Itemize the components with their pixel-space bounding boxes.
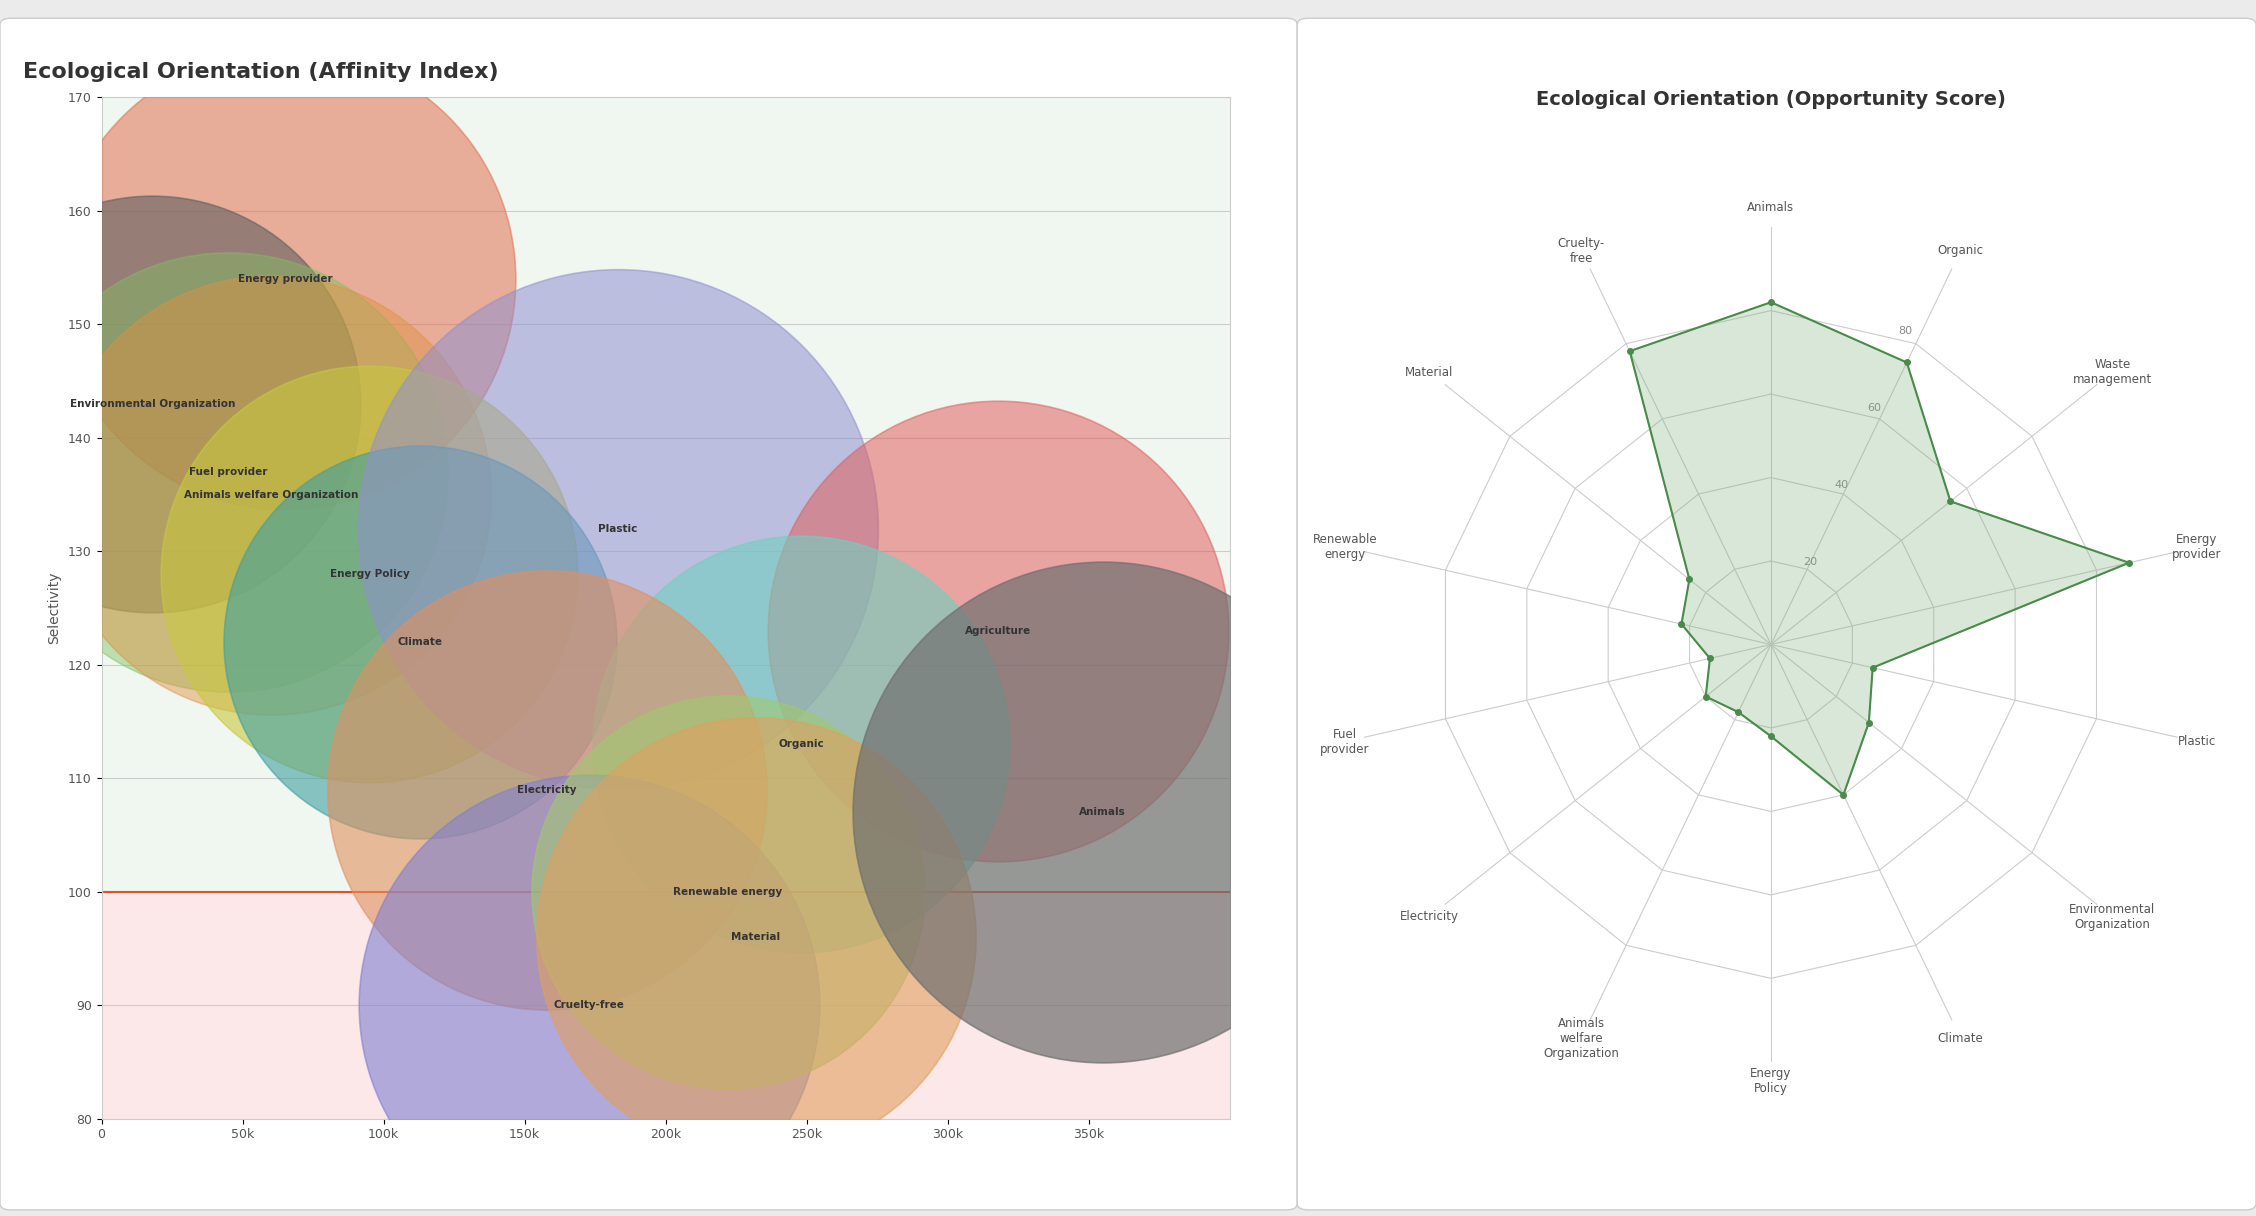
Text: Animals: Animals	[1078, 807, 1126, 817]
Title: Ecological Orientation (Opportunity Score): Ecological Orientation (Opportunity Scor…	[1536, 90, 2006, 108]
Point	[600, 519, 636, 539]
Point	[135, 394, 171, 413]
Text: Environmental Organization: Environmental Organization	[70, 399, 235, 409]
Point	[352, 564, 388, 584]
Text: Plastic: Plastic	[598, 524, 636, 534]
Bar	[102, 97, 1230, 891]
Text: Renewable energy: Renewable energy	[672, 886, 783, 896]
Point	[210, 462, 246, 482]
Point	[783, 734, 819, 754]
Text: Ecological Orientation (Affinity Index): Ecological Orientation (Affinity Index)	[23, 62, 499, 81]
Text: Organic: Organic	[778, 739, 823, 749]
Point	[266, 269, 302, 288]
Point	[979, 621, 1015, 641]
Text: Cruelty-free: Cruelty-free	[555, 1001, 625, 1010]
Point	[253, 485, 289, 505]
Text: Material: Material	[731, 933, 781, 942]
Point	[528, 779, 564, 799]
Text: Animals welfare Organization: Animals welfare Organization	[183, 490, 359, 500]
Text: Fuel provider: Fuel provider	[190, 467, 268, 477]
Point	[738, 928, 774, 947]
Point	[402, 632, 438, 652]
Point	[708, 882, 744, 901]
Bar	[102, 891, 1230, 1119]
Text: Agriculture: Agriculture	[966, 626, 1031, 636]
Text: Electricity: Electricity	[517, 784, 578, 794]
Y-axis label: Selectivity: Selectivity	[47, 572, 61, 644]
Point	[571, 996, 607, 1015]
Point	[1085, 803, 1121, 822]
Text: Energy provider: Energy provider	[237, 274, 332, 283]
Text: Climate: Climate	[397, 637, 442, 647]
Polygon shape	[1629, 303, 2130, 795]
Text: Energy Policy: Energy Policy	[329, 569, 408, 579]
